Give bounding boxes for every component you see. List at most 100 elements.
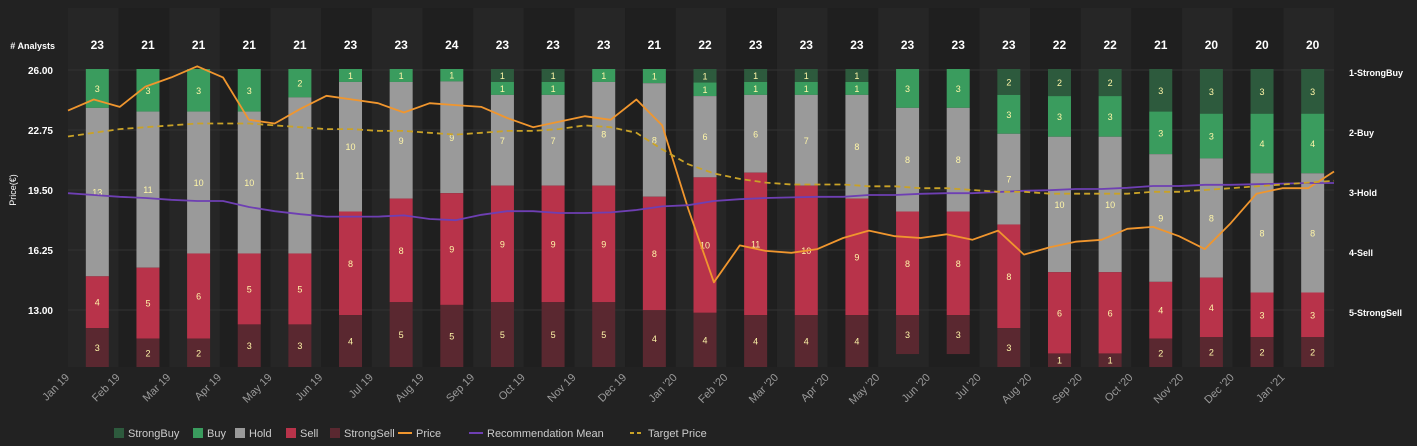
- x-tick-label: Jun '20: [900, 372, 933, 405]
- bar-segment: [845, 81, 869, 95]
- bar-segment: [997, 94, 1021, 134]
- bar-value-label: 4: [702, 335, 707, 345]
- analyst-count: 21: [243, 38, 257, 52]
- bar-value-label: 2: [297, 79, 302, 89]
- bar-segment: [1149, 69, 1173, 112]
- bar-segment: [1301, 113, 1325, 174]
- bar-value-label: 3: [247, 86, 252, 96]
- analyst-count: 23: [344, 38, 358, 52]
- bar-value-label: 1: [804, 71, 809, 81]
- bar-value-label: 1: [500, 71, 505, 81]
- bar-value-label: 3: [1006, 110, 1011, 120]
- bar-value-label: 4: [753, 337, 758, 347]
- analyst-count: 21: [293, 38, 307, 52]
- bar-value-label: 11: [143, 185, 152, 195]
- bar-value-label: 1: [753, 84, 758, 94]
- bar-segment: [1301, 173, 1325, 293]
- bar-segment: [339, 69, 363, 82]
- bar-value-label: 8: [399, 246, 404, 256]
- bar-value-label: 1: [854, 71, 859, 81]
- bar-segment: [1301, 292, 1325, 338]
- legend-label: Buy: [207, 428, 226, 440]
- bar-segment: [339, 81, 363, 212]
- analyst-count: 22: [1053, 38, 1067, 52]
- bar-segment: [85, 328, 109, 367]
- bar-segment: [1301, 337, 1325, 367]
- bar-value-label: 5: [551, 330, 556, 340]
- bar-value-label: 5: [601, 330, 606, 340]
- bar-value-label: 8: [1006, 272, 1011, 282]
- bar-segment: [845, 198, 869, 316]
- bar-value-label: 9: [449, 133, 454, 143]
- legend-swatch: [235, 428, 245, 438]
- bar-value-label: 4: [854, 337, 859, 347]
- bar-value-label: 8: [854, 142, 859, 152]
- bar-segment: [997, 328, 1021, 367]
- bar-segment: [1047, 353, 1071, 367]
- bar-segment: [845, 94, 869, 199]
- legend-swatch: [193, 428, 203, 438]
- y-tick-label: 22.75: [28, 126, 53, 137]
- bar-value-label: 6: [753, 129, 758, 139]
- x-tick-label: Sep 19: [444, 372, 477, 405]
- bar-segment: [946, 69, 970, 108]
- bar-value-label: 3: [1260, 87, 1265, 97]
- bar-value-label: 3: [1158, 128, 1163, 138]
- bar-segment: [541, 81, 565, 95]
- x-tick-label: May 19: [241, 372, 275, 406]
- legend-label: StrongSell: [344, 428, 395, 440]
- bar-segment: [997, 69, 1021, 95]
- x-tick-label: Jul '20: [953, 372, 984, 403]
- bar-segment: [1301, 69, 1325, 114]
- bar-value-label: 4: [1260, 139, 1265, 149]
- bar-segment: [794, 315, 818, 367]
- right-axis-label: 4-Sell: [1349, 248, 1373, 258]
- bar-segment: [744, 94, 768, 173]
- bar-segment: [1149, 111, 1173, 155]
- bar-segment: [642, 310, 666, 367]
- analyst-count: 23: [800, 38, 814, 52]
- bar-segment: [389, 302, 413, 367]
- analyst-count: 23: [749, 38, 763, 52]
- y-tick-label: 19.50: [28, 186, 53, 197]
- bar-value-label: 9: [1158, 214, 1163, 224]
- analyst-count: 20: [1205, 38, 1219, 52]
- x-tick-label: Dec '20: [1202, 372, 1237, 407]
- bar-value-label: 8: [1209, 214, 1214, 224]
- bar-value-label: 2: [1006, 77, 1011, 87]
- bar-value-label: 5: [449, 331, 454, 341]
- bar-value-label: 4: [1310, 139, 1315, 149]
- bar-segment: [794, 81, 818, 95]
- bar-value-label: 3: [1209, 87, 1214, 97]
- bar-segment: [592, 69, 616, 82]
- bar-segment: [1250, 173, 1274, 293]
- bar-segment: [136, 69, 160, 112]
- bar-value-label: 2: [1260, 348, 1265, 358]
- bar-segment: [693, 312, 717, 367]
- bar-value-label: 10: [700, 241, 710, 251]
- right-axis-label: 1-StrongBuy: [1349, 68, 1403, 78]
- bar-value-label: 5: [297, 284, 302, 294]
- bar-segment: [389, 69, 413, 82]
- bar-value-label: 8: [905, 155, 910, 165]
- bar-value-label: 1: [753, 71, 758, 81]
- bar-segment: [1250, 69, 1274, 114]
- y-tick-label: 16.25: [28, 246, 53, 257]
- analyst-counts: 23 21 21 21 21 23 23 24 23 23 23 21 22 23 23 23 23 23 23 22…: [91, 38, 1320, 52]
- bar-segment: [136, 111, 160, 268]
- x-tick-label: May '20: [847, 372, 882, 407]
- analyst-count: 23: [546, 38, 560, 52]
- legend-swatch: [330, 428, 340, 438]
- bar-value-label: 2: [1108, 78, 1113, 88]
- bar-value-label: 10: [1054, 200, 1064, 210]
- bar-value-label: 3: [297, 341, 302, 351]
- bar-value-label: 2: [145, 348, 150, 358]
- bar-segment: [389, 198, 413, 303]
- bar-value-label: 1: [449, 71, 454, 81]
- bar-value-label: 4: [95, 298, 100, 308]
- analyst-count: 23: [91, 38, 105, 52]
- legend-label: Recommendation Mean: [487, 428, 604, 440]
- bar-value-label: 11: [751, 239, 760, 249]
- bar-value-label: 4: [1209, 303, 1214, 313]
- legend-label: Hold: [249, 428, 272, 440]
